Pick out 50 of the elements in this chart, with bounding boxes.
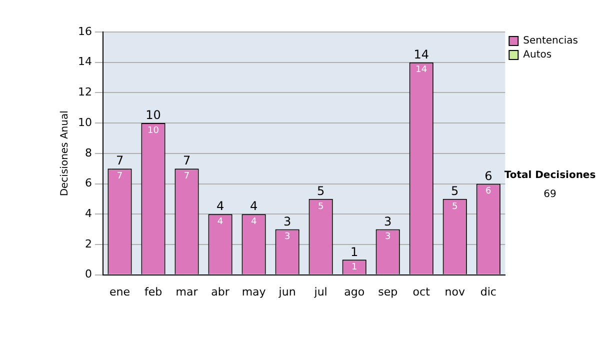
data-label: 3 <box>384 232 391 242</box>
total-label: 3 <box>283 214 292 228</box>
x-tick-label: ago <box>344 285 365 298</box>
total-label: 5 <box>317 184 325 198</box>
y-tick-label: 8 <box>84 146 92 160</box>
x-tick-label: dic <box>480 285 496 298</box>
total-label: 14 <box>414 47 429 62</box>
total-label: 3 <box>384 214 392 228</box>
data-label: 4 <box>250 216 257 227</box>
data-label: 1 <box>351 262 358 272</box>
x-tick-label: may <box>242 285 266 298</box>
data-label: 4 <box>217 216 224 227</box>
x-tick-label: feb <box>144 285 162 298</box>
total-label: 4 <box>250 199 258 214</box>
y-tick-label: 10 <box>78 116 92 129</box>
total-label: 4 <box>216 199 224 214</box>
total-label: 7 <box>182 154 191 168</box>
total-label: 10 <box>146 108 161 122</box>
x-tick-label: oct <box>412 285 431 298</box>
total-label: 5 <box>451 184 459 198</box>
y-tick-label: 6 <box>84 176 92 190</box>
data-label: 3 <box>284 232 290 242</box>
data-label: 14 <box>416 65 428 76</box>
x-tick-label: abr <box>211 285 230 298</box>
x-tick-label: jul <box>313 285 328 298</box>
x-tick-label: sep <box>378 285 398 298</box>
y-tick-label: 14 <box>78 55 92 68</box>
y-tick-label: 0 <box>84 268 92 281</box>
x-tick-label: nov <box>444 285 466 298</box>
y-axis-title: Decisiones Anual <box>60 110 71 196</box>
total-label: 6 <box>484 168 492 183</box>
y-tick-label: 12 <box>78 86 92 99</box>
text: 69 <box>542 189 558 200</box>
total-label: 7 <box>116 154 124 168</box>
y-tick-label: 4 <box>84 206 92 220</box>
total-label: 1 <box>350 244 358 259</box>
legend-label: Sentencias <box>523 36 578 47</box>
data-label: 5 <box>318 202 324 212</box>
x-tick-label: ene <box>109 285 130 298</box>
data-label: 7 <box>184 171 190 182</box>
x-tick-label: mar <box>176 285 198 298</box>
y-tick-label: 2 <box>84 237 92 250</box>
data-label: 5 <box>452 202 458 212</box>
data-label: 7 <box>116 171 123 182</box>
legend-label: Autos <box>523 50 552 61</box>
annotation: Total Decisiones <box>503 170 597 181</box>
data-label: 10 <box>148 126 160 136</box>
y-tick-label: 16 <box>78 24 92 38</box>
data-label: 6 <box>486 186 492 197</box>
x-tick-label: jun <box>278 285 296 298</box>
